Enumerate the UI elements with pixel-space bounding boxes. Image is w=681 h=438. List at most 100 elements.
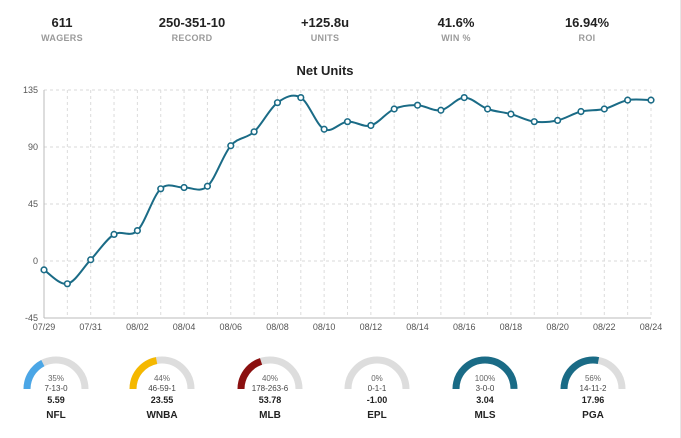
gauge-units: 5.59 [47, 395, 65, 405]
x-tick-label: 08/06 [220, 322, 243, 332]
data-point [554, 116, 562, 125]
gauge-units: 3.04 [476, 395, 494, 405]
stat-label: RECORD [171, 33, 213, 43]
gauge-record: 3-0-0 [475, 384, 495, 393]
gauge-fill [560, 356, 600, 390]
x-tick-label: 08/04 [173, 322, 196, 332]
gauge-pct: 0% [371, 374, 383, 383]
gauge-arc [560, 356, 626, 390]
x-tick-label: 07/31 [79, 322, 102, 332]
x-tick-label: 08/14 [406, 322, 429, 332]
y-tick-label: 135 [23, 85, 38, 95]
data-point [577, 107, 585, 116]
data-point [110, 230, 118, 238]
league-gauges: 35% 7-13-0 5.59 NFL 44% 46-59-1 23.55 WN… [0, 352, 681, 432]
x-tick-label: 07/29 [33, 322, 56, 332]
gauge-fill [452, 356, 518, 390]
data-point [624, 96, 632, 104]
x-tick-label: 08/16 [453, 322, 476, 332]
gauge-units: 23.55 [150, 395, 174, 405]
data-point [530, 118, 538, 126]
gauge-league: WNBA [146, 410, 178, 421]
data-point [600, 105, 608, 113]
stat-label: WIN % [441, 33, 471, 43]
stat-record: 250-351-10 RECORD [132, 14, 252, 43]
stat-value: 41.6% [437, 15, 475, 30]
data-point [133, 227, 141, 235]
gauge-mls[interactable]: 100% 3-0-0 3.04 MLS [443, 352, 527, 421]
stat-roi: 16.94% ROI [527, 14, 647, 43]
gauge-epl[interactable]: 0% 0-1-1 -1.00 EPL [335, 352, 419, 421]
gauge-league: EPL [367, 410, 387, 421]
y-tick-label: 0 [33, 256, 38, 266]
stat-win-pct: 41.6% WIN % [396, 14, 516, 43]
x-tick-label: 08/08 [266, 322, 289, 332]
gauge-nfl[interactable]: 35% 7-13-0 5.59 NFL [14, 352, 98, 421]
gauge-wnba[interactable]: 44% 46-59-1 23.55 WNBA [120, 352, 204, 421]
x-tick-label: 08/22 [593, 322, 616, 332]
gauge-pct: 40% [261, 374, 278, 383]
stat-label: ROI [578, 33, 596, 43]
gauge-pga[interactable]: 56% 14-11-2 17.96 PGA [551, 352, 635, 421]
y-tick-label: 45 [28, 199, 38, 209]
x-tick-label: 08/24 [640, 322, 663, 332]
stat-label: WAGERS [41, 33, 83, 43]
data-point [343, 118, 352, 126]
stat-value: 611 [51, 15, 73, 30]
data-point [63, 280, 71, 288]
x-tick-label: 08/02 [126, 322, 149, 332]
stat-value: 16.94% [564, 15, 610, 30]
y-tick-label: -45 [25, 313, 38, 323]
gauge-fill [23, 360, 45, 390]
data-point [483, 105, 492, 113]
data-point [297, 94, 305, 102]
data-point [40, 266, 48, 274]
gauge-record: 7-13-0 [44, 384, 68, 393]
gauge-track [344, 356, 410, 390]
data-point [320, 125, 328, 133]
gauge-fill [237, 358, 263, 390]
gauge-record: 46-59-1 [148, 384, 176, 393]
data-point [227, 142, 235, 150]
data-point [507, 110, 515, 118]
data-point [203, 182, 212, 190]
gauge-pct: 44% [153, 374, 170, 383]
gauge-mlb[interactable]: 40% 178-263-6 53.78 MLB [228, 352, 312, 421]
data-point [273, 99, 282, 107]
gauge-record: 14-11-2 [579, 384, 607, 393]
data-point [390, 105, 398, 113]
x-tick-label: 08/18 [500, 322, 523, 332]
gauge-arc [344, 356, 410, 390]
gauge-arc [23, 356, 89, 390]
summary-stats: 611 WAGERS 250-351-10 RECORD +125.8u UNI… [0, 14, 681, 50]
gauge-pct: 100% [474, 374, 496, 383]
gauge-record: 178-263-6 [251, 384, 289, 393]
gauge-record: 0-1-1 [367, 384, 387, 393]
gauge-pct: 35% [47, 374, 64, 383]
gauge-arc [452, 356, 518, 390]
chart-title: Net Units [296, 63, 354, 78]
stat-label: UNITS [310, 33, 340, 43]
gauge-arc [237, 356, 303, 390]
data-point [157, 185, 165, 193]
data-point [180, 183, 188, 192]
data-point [437, 106, 445, 114]
gauge-units: 53.78 [258, 395, 282, 405]
x-tick-label: 08/20 [546, 322, 569, 332]
gauge-units: 17.96 [581, 395, 605, 405]
gauge-league: MLS [474, 410, 496, 421]
stat-wagers: 611 WAGERS [2, 14, 122, 43]
gauge-units: -1.00 [366, 395, 388, 405]
net-units-chart: -45 0 45 90 135 07/29 07/31 08/02 08/04 08/06 08/0… [23, 85, 663, 332]
data-point [460, 94, 468, 102]
data-point [647, 96, 655, 104]
gauge-arc [129, 356, 195, 390]
x-tick-label: 08/10 [313, 322, 336, 332]
data-point [250, 128, 258, 136]
x-tick-label: 08/12 [360, 322, 383, 332]
stat-value: 250-351-10 [158, 15, 226, 30]
gauge-fill [129, 357, 158, 390]
data-point [87, 256, 95, 264]
gauge-pct: 56% [584, 374, 601, 383]
gauge-league: PGA [582, 410, 604, 421]
